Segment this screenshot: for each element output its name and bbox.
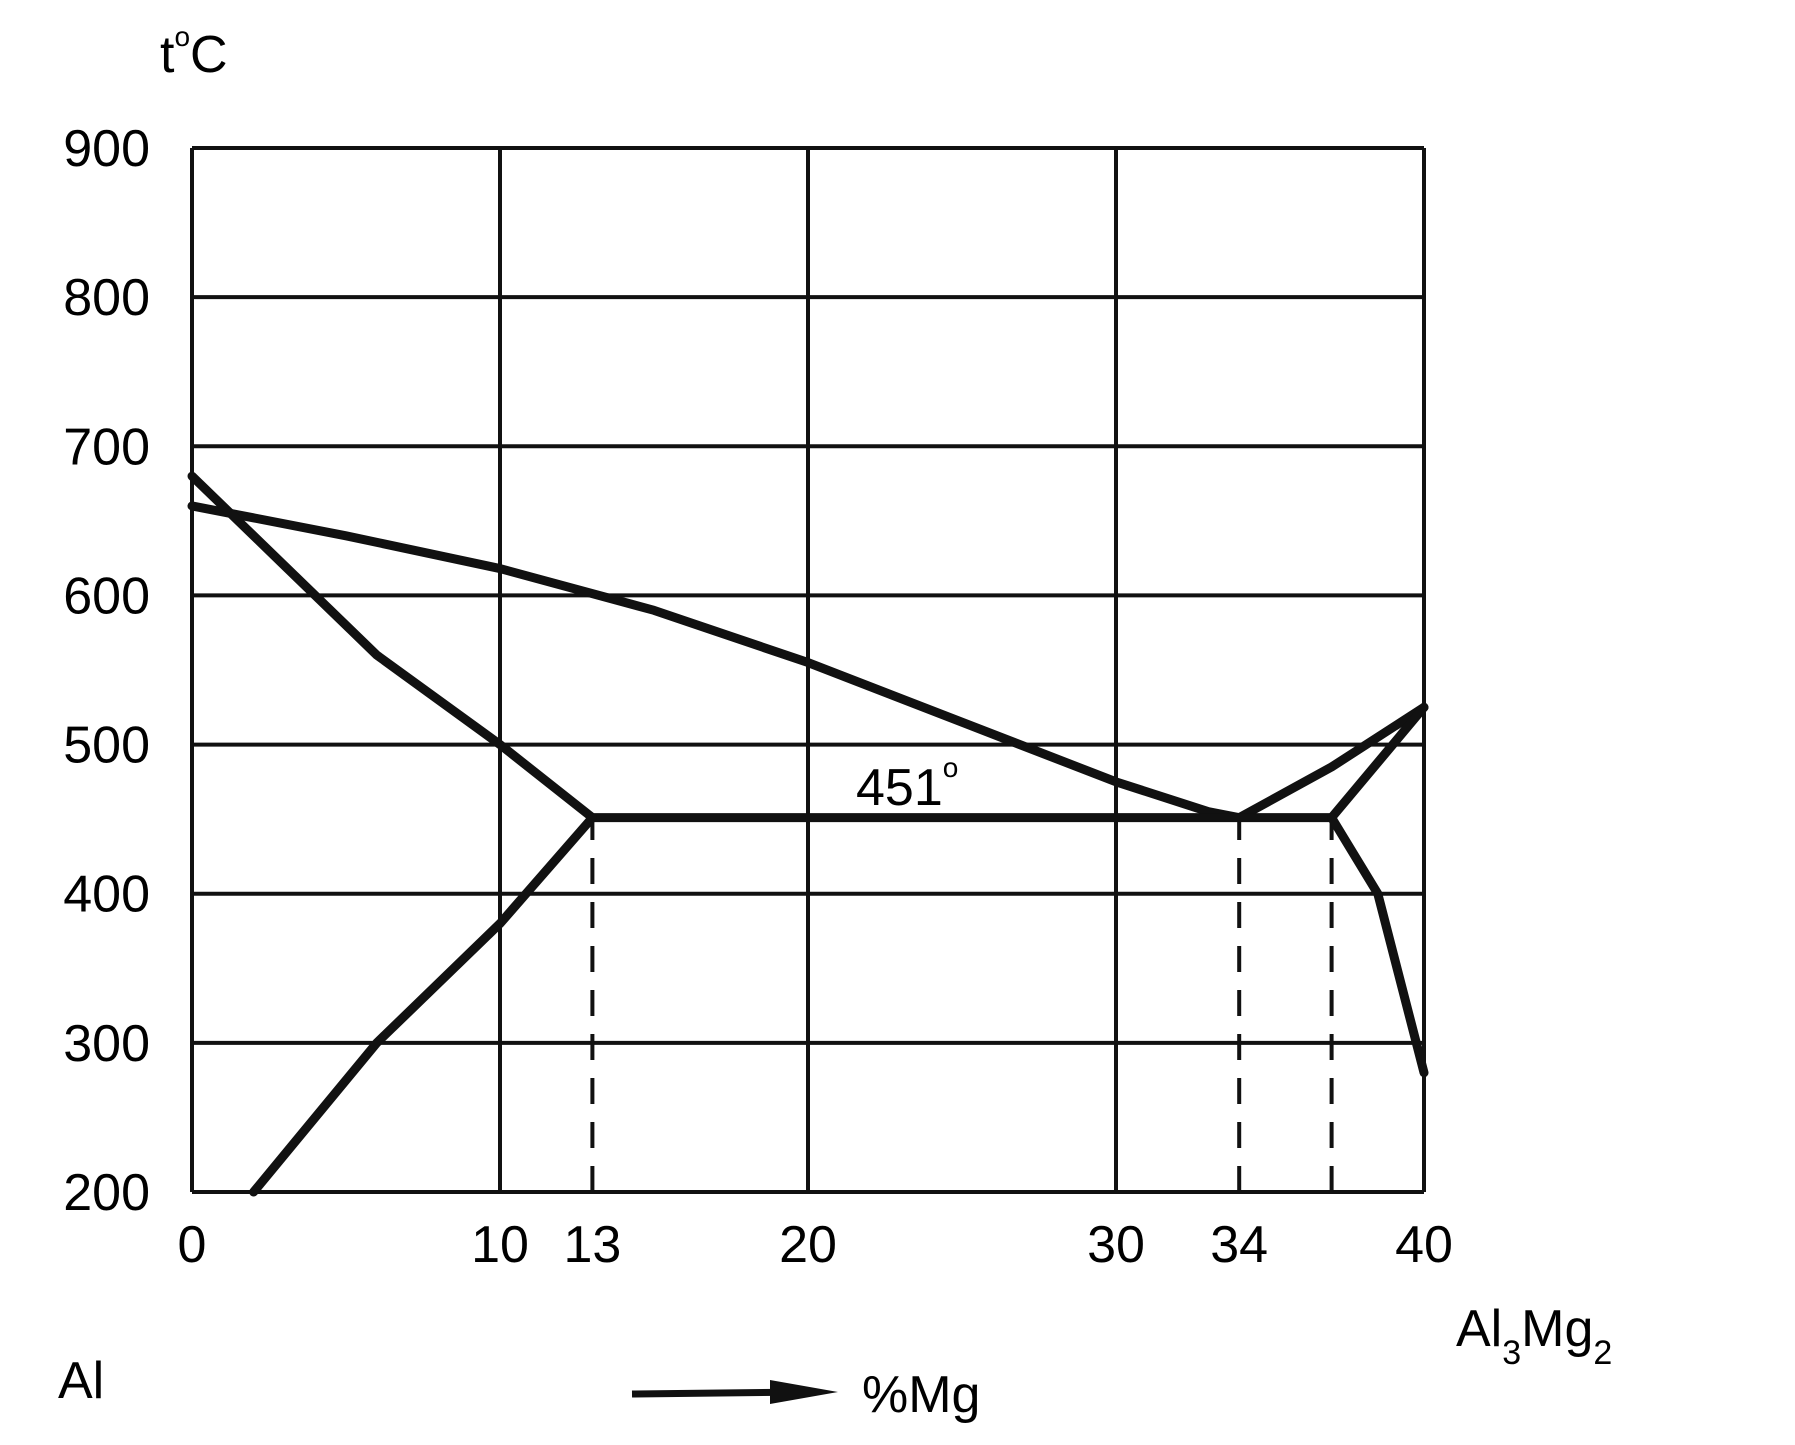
y-tick-label: 700: [63, 418, 150, 476]
x-tick-label: 13: [563, 1216, 621, 1274]
y-tick-label: 800: [63, 269, 150, 327]
left-component-label: Al: [58, 1352, 104, 1410]
grid-layer: [190, 146, 1426, 1194]
phase-boundary-line: [249, 813, 597, 1197]
eutectic-annotation-value: 451: [856, 759, 943, 817]
y-axis-label-unit: C: [190, 26, 228, 84]
right-component-label: Al3Mg2: [1456, 1300, 1612, 1372]
right-component-sub2: 2: [1593, 1334, 1612, 1372]
y-tick-labels: 900 800 700 600 500 400 300 200: [63, 120, 150, 1222]
dashed-lines-layer: [590, 817, 1334, 1192]
x-tick-labels: 0 10 13 20 30 34 40: [178, 1216, 1453, 1274]
y-tick-label: 200: [63, 1164, 150, 1222]
phase-boundary-line: [187, 471, 597, 823]
phase-boundary-line: [1327, 702, 1429, 823]
y-tick-label: 500: [63, 717, 150, 775]
y-axis-label-prefix: t: [160, 26, 175, 84]
right-component-sub1: 3: [1502, 1334, 1521, 1372]
right-component-base: Al: [1456, 1300, 1502, 1358]
degree-sign: o: [174, 21, 190, 52]
y-tick-label: 400: [63, 866, 150, 924]
x-axis-arrow: [631, 1380, 838, 1404]
phase-boundary-line: [1327, 813, 1429, 1078]
y-tick-label: 600: [63, 567, 150, 625]
eutectic-degree-sign: o: [943, 752, 959, 783]
x-tick-label: 34: [1210, 1216, 1268, 1274]
x-tick-label: 30: [1087, 1216, 1145, 1274]
y-tick-label: 300: [63, 1015, 150, 1073]
x-tick-label: 0: [178, 1216, 207, 1274]
curves-layer: [187, 471, 1429, 1197]
x-tick-label: 40: [1395, 1216, 1453, 1274]
x-tick-label: 20: [779, 1216, 837, 1274]
y-tick-label: 900: [63, 120, 150, 178]
x-tick-label: 10: [471, 1216, 529, 1274]
eutectic-annotation: 451o: [856, 752, 958, 817]
phase-boundary-line: [1234, 702, 1429, 823]
right-component-mid: Mg: [1521, 1300, 1593, 1358]
phase-boundary-line: [187, 501, 1244, 823]
x-axis-label: %Mg: [862, 1366, 980, 1424]
y-axis-label: toC: [160, 21, 228, 84]
